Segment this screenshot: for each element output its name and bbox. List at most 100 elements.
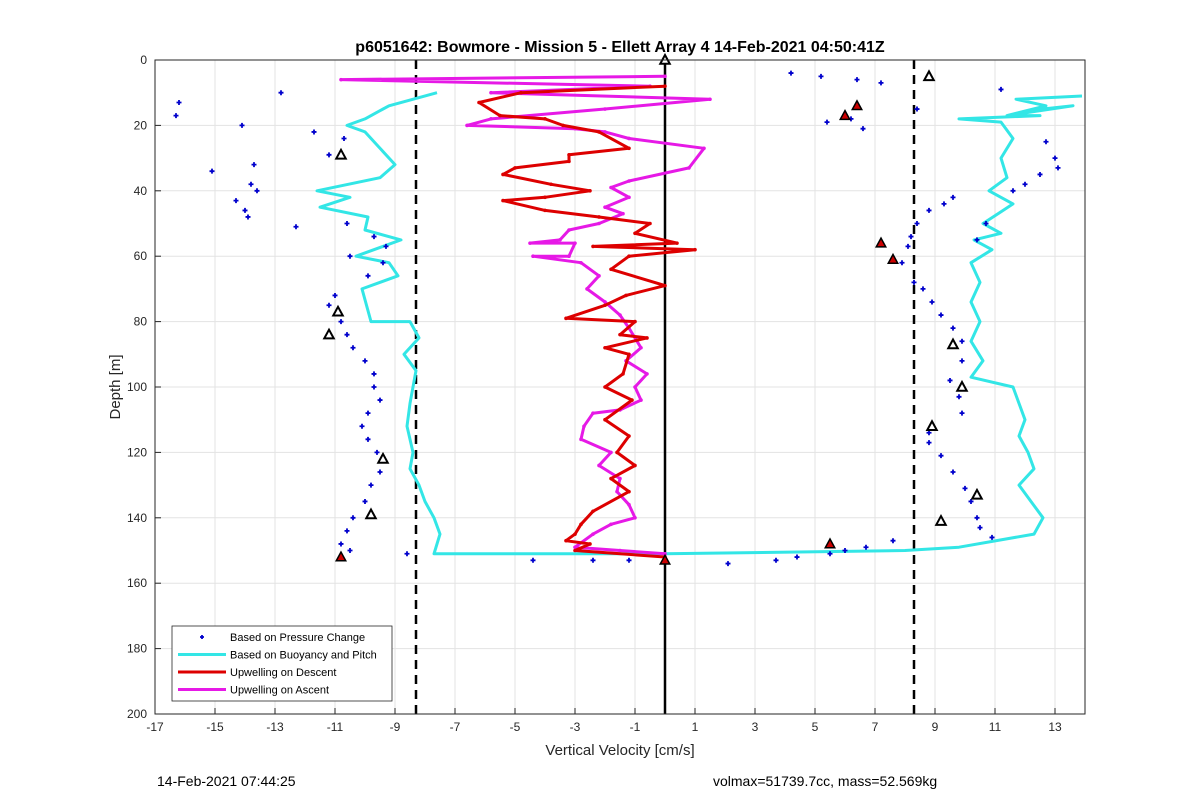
pressure-change-point <box>371 384 377 390</box>
series-point-2 <box>627 489 631 494</box>
series-point-1 <box>585 287 589 291</box>
x-tick-label: -1 <box>630 720 641 734</box>
pressure-change-point <box>338 319 344 325</box>
y-tick-label: 100 <box>127 380 147 394</box>
pressure-change-point <box>947 377 953 383</box>
series-point-1 <box>609 450 613 455</box>
pressure-change-point <box>788 70 794 76</box>
series-point-1 <box>489 90 493 95</box>
pressure-change-point <box>956 394 962 400</box>
x-axis-label: Vertical Velocity [cm/s] <box>545 742 694 759</box>
chart-title: p6051642: Bowmore - Mission 5 - Ellett A… <box>355 39 885 56</box>
pressure-change-point <box>794 554 800 560</box>
pressure-change-point <box>1052 155 1058 161</box>
legend-label-2: Upwelling on Descent <box>230 667 336 679</box>
series-point-2 <box>573 548 577 553</box>
pressure-change-point <box>929 299 935 305</box>
axis-ticks: -17 -15 -13 -11 -9 -7 -5 -3 -1 1 3 5 7 9 11 13020406080… <box>127 53 1062 734</box>
series-point-2 <box>567 159 571 164</box>
pressure-change-point <box>1055 165 1061 171</box>
open-triangle-marker <box>322 327 336 340</box>
pressure-change-point <box>365 410 371 416</box>
x-tick-label: -13 <box>266 720 284 734</box>
series-point-1 <box>579 260 583 265</box>
series-point-2 <box>609 476 613 481</box>
series-point-2 <box>498 113 502 118</box>
pressure-change-point <box>962 485 968 491</box>
pressure-change-point <box>863 544 869 550</box>
series-point-2 <box>609 267 613 272</box>
series-point-1 <box>531 254 535 258</box>
series-point-2 <box>501 172 505 177</box>
series-point-2 <box>663 283 667 288</box>
pressure-change-point <box>326 302 332 308</box>
series-point-2 <box>591 509 595 514</box>
pressure-change-point <box>974 237 980 243</box>
series-point-1 <box>558 238 562 242</box>
open-triangle-marker <box>922 69 936 82</box>
x-tick-label: 9 <box>932 720 939 734</box>
pressure-change-point <box>530 557 536 563</box>
series-point-2 <box>627 352 631 357</box>
pressure-change-point <box>959 338 965 344</box>
series-point-1 <box>573 241 577 245</box>
series-point-2 <box>663 84 667 88</box>
x-tick-label: -17 <box>146 720 164 734</box>
series-point-1 <box>567 228 571 232</box>
series-point-1 <box>597 463 601 468</box>
pressure-change-point <box>344 221 350 226</box>
pressure-change-point <box>1022 181 1028 187</box>
open-triangle-marker <box>925 419 939 431</box>
pressure-change-point <box>926 440 932 446</box>
filled-triangle-marker <box>874 236 888 248</box>
pressure-change-point <box>239 122 245 128</box>
open-triangle-marker <box>334 147 348 160</box>
pressure-change-point <box>890 538 896 544</box>
pressure-change-point <box>245 214 251 220</box>
pressure-change-point <box>989 534 995 540</box>
series-point-1 <box>633 385 637 389</box>
series-point-1 <box>633 516 637 520</box>
series-point-1 <box>639 398 643 402</box>
series-point-1 <box>591 411 595 415</box>
y-tick-label: 0 <box>140 53 147 67</box>
pressure-change-point <box>926 207 932 213</box>
series-point-1 <box>567 254 571 258</box>
pressure-change-point <box>365 436 371 442</box>
pressure-change-point <box>959 358 965 364</box>
series-point-2 <box>564 538 568 543</box>
data-layer <box>173 52 1083 714</box>
series-point-1 <box>627 195 631 200</box>
pressure-change-point <box>233 198 239 204</box>
series-point-2 <box>624 293 628 298</box>
series-point-1 <box>702 146 706 151</box>
series-point-2 <box>693 247 697 252</box>
series-point-1 <box>627 179 631 183</box>
pressure-change-point <box>950 325 956 331</box>
x-tick-label: -11 <box>327 720 344 734</box>
series-point-1 <box>603 130 607 134</box>
pressure-change-point <box>278 90 284 96</box>
series-point-1 <box>528 241 532 245</box>
x-tick-label: 13 <box>1048 720 1062 734</box>
legend-label-0: Based on Pressure Change <box>230 632 365 644</box>
series-point-2 <box>549 182 553 187</box>
y-axis-label: Depth [m] <box>107 354 124 419</box>
series-point-2 <box>603 385 607 389</box>
pressure-change-point <box>380 260 386 266</box>
y-tick-label: 160 <box>127 576 147 590</box>
open-triangle-marker <box>376 451 390 464</box>
legend-label-3: Upwelling on Ascent <box>230 685 329 697</box>
series-point-1 <box>339 77 343 82</box>
y-tick-label: 200 <box>127 707 147 721</box>
series-point-2 <box>573 532 577 536</box>
series-point-2 <box>477 100 481 105</box>
pressure-change-point <box>1043 139 1049 145</box>
pressure-change-point <box>938 312 944 318</box>
series-point-1 <box>489 117 493 121</box>
pressure-change-point <box>974 515 980 521</box>
pressure-change-point <box>338 541 344 547</box>
open-triangle-marker <box>946 337 960 350</box>
pressure-change-point <box>914 106 920 112</box>
